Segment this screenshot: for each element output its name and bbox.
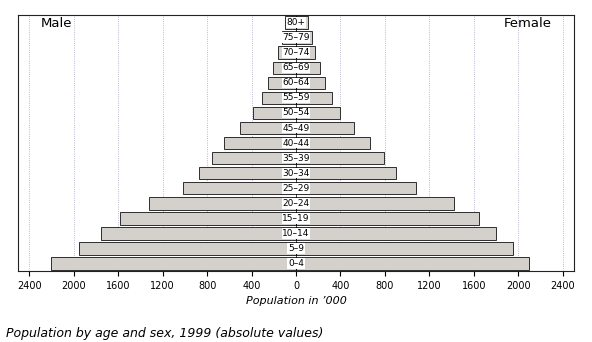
Text: 45–49: 45–49 xyxy=(282,123,310,133)
Bar xyxy=(296,77,326,89)
Text: 70–74: 70–74 xyxy=(282,48,310,57)
Text: 75–79: 75–79 xyxy=(282,33,310,42)
Bar xyxy=(278,47,296,59)
Bar xyxy=(282,31,296,44)
Text: 65–69: 65–69 xyxy=(282,63,310,72)
Bar xyxy=(296,167,396,180)
Text: 55–59: 55–59 xyxy=(282,93,310,102)
Bar xyxy=(296,92,332,104)
Text: 60–64: 60–64 xyxy=(282,78,310,87)
Bar xyxy=(253,107,296,119)
Text: 10–14: 10–14 xyxy=(282,229,310,238)
Text: 80+: 80+ xyxy=(287,18,305,27)
Text: 40–44: 40–44 xyxy=(282,139,310,148)
Bar xyxy=(296,197,454,210)
Bar xyxy=(296,122,354,134)
Text: Male: Male xyxy=(40,16,72,29)
Bar xyxy=(296,137,371,149)
Bar xyxy=(149,197,296,210)
Bar xyxy=(240,122,296,134)
Text: 5–9: 5–9 xyxy=(288,244,304,253)
Text: 25–29: 25–29 xyxy=(282,184,310,193)
Bar xyxy=(296,47,316,59)
Bar xyxy=(296,107,340,119)
Bar xyxy=(200,167,296,180)
Bar xyxy=(296,212,480,225)
Bar xyxy=(296,227,496,240)
Bar xyxy=(296,242,513,255)
Bar xyxy=(182,182,296,195)
Bar xyxy=(296,152,384,165)
Text: 0–4: 0–4 xyxy=(288,259,304,268)
Bar xyxy=(296,16,308,29)
Bar xyxy=(296,31,311,44)
Bar xyxy=(268,77,296,89)
Text: 30–34: 30–34 xyxy=(282,169,310,178)
Bar xyxy=(79,242,296,255)
Bar xyxy=(274,62,296,74)
Bar xyxy=(101,227,296,240)
Bar xyxy=(120,212,296,225)
Bar xyxy=(224,137,296,149)
Text: Population by age and sex, 1999 (absolute values): Population by age and sex, 1999 (absolut… xyxy=(6,327,323,340)
Bar xyxy=(262,92,296,104)
Bar xyxy=(296,62,320,74)
Bar xyxy=(285,16,296,29)
Bar xyxy=(296,258,529,270)
Text: 15–19: 15–19 xyxy=(282,214,310,223)
Text: 50–54: 50–54 xyxy=(282,108,310,117)
Bar xyxy=(211,152,296,165)
X-axis label: Population in ’000: Population in ’000 xyxy=(246,297,346,306)
Bar xyxy=(52,258,296,270)
Bar xyxy=(296,182,416,195)
Text: 35–39: 35–39 xyxy=(282,154,310,163)
Text: 20–24: 20–24 xyxy=(282,199,310,208)
Text: Female: Female xyxy=(504,16,552,29)
